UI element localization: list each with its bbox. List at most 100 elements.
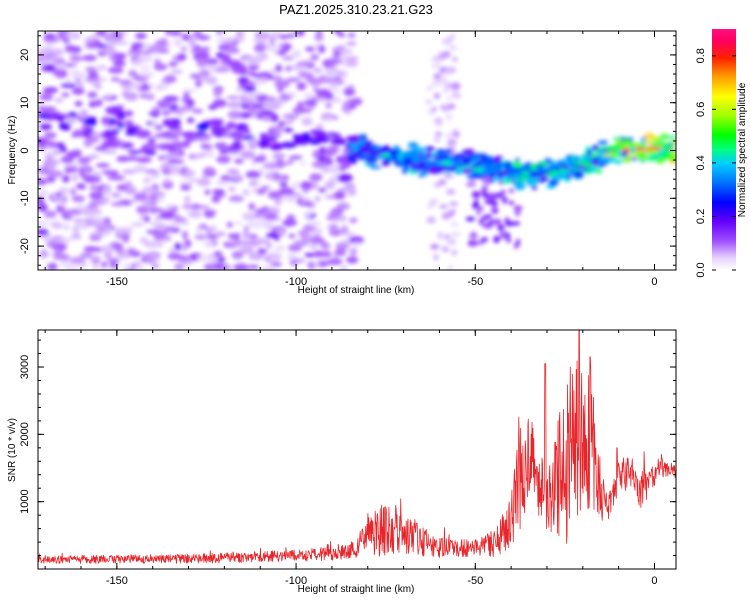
- spectrogram-cell: [282, 55, 294, 61]
- spectrogram-cell: [312, 96, 328, 101]
- spectrogram-cell: [265, 232, 280, 239]
- spectrogram-cell: [260, 266, 277, 270]
- spectrogram-y-axis-label: Frequency (Hz): [7, 116, 18, 185]
- spectrogram-cell: [487, 178, 496, 183]
- spectrogram-cell: [294, 192, 302, 198]
- spectrogram-y-tick-label: -20: [19, 238, 31, 254]
- spectrogram-cell: [163, 177, 171, 184]
- spectrogram-cell: [420, 165, 429, 172]
- spectrogram-cell: [146, 242, 161, 247]
- spectrogram-cell: [342, 101, 351, 106]
- spectrogram-cell: [670, 150, 676, 157]
- spectrogram-cell: [111, 192, 122, 198]
- spectrogram-cell: [326, 258, 343, 265]
- spectrogram-cell: [78, 110, 89, 119]
- spectrogram-cell: [247, 138, 261, 146]
- spectrogram-cell: [279, 34, 289, 40]
- spectrogram-cell: [643, 133, 655, 139]
- spectrogram-y-tick-label: -10: [19, 190, 31, 206]
- spectrogram-cell: [83, 163, 90, 172]
- spectrogram-cell: [495, 235, 500, 243]
- spectrogram-cell: [433, 136, 442, 143]
- spectrogram-cell: [240, 104, 250, 109]
- spectrogram-cell: [489, 166, 501, 172]
- spectrogram-cell: [43, 210, 57, 218]
- spectrogram-cell: [137, 53, 153, 63]
- spectrogram-cell: [318, 146, 327, 156]
- spectrogram-cell: [287, 159, 294, 165]
- spectrogram-cell: [237, 77, 250, 84]
- spectrogram-cell: [47, 263, 58, 270]
- spectrogram-cell: [205, 149, 215, 159]
- spectrogram-cell: [46, 141, 57, 147]
- spectrogram-cell: [157, 195, 165, 203]
- spectrogram-cell: [401, 169, 408, 174]
- spectrogram-cell: [279, 182, 288, 187]
- spectrogram-cell: [441, 161, 452, 165]
- spectrogram-cell: [180, 132, 193, 137]
- spectrogram-cell: [559, 158, 571, 165]
- spectrogram-cell: [192, 108, 204, 114]
- spectrogram-cell: [308, 78, 323, 86]
- spectrogram-cell: [372, 146, 381, 151]
- spectrogram-cell: [262, 99, 276, 109]
- spectrogram-cell: [69, 256, 86, 264]
- spectrogram-cell: [78, 172, 86, 177]
- spectrogram-cell: [89, 232, 104, 239]
- spectrogram-cell: [213, 251, 223, 257]
- spectrogram-cell: [125, 125, 139, 132]
- spectrogram-cell: [451, 82, 461, 91]
- spectrogram-cell: [91, 264, 101, 269]
- spectrogram-cell: [220, 175, 232, 182]
- spectrogram-cell: [146, 198, 157, 207]
- spectrogram-cell: [439, 204, 448, 209]
- spectrogram-cell: [83, 138, 93, 148]
- spectrogram-cell: [285, 77, 301, 83]
- spectrogram-cell: [447, 264, 453, 270]
- spectrogram-cell: [270, 68, 277, 75]
- spectrogram-cell: [39, 56, 48, 66]
- spectrogram-cell: [474, 199, 479, 206]
- spectrogram-cell: [124, 130, 138, 136]
- spectrogram-cell: [196, 135, 210, 142]
- spectrogram-cell: [38, 113, 51, 119]
- spectrogram-cell: [169, 227, 181, 233]
- spectrogram-cell: [477, 206, 484, 211]
- spectrogram-cell: [242, 212, 258, 221]
- spectrogram-cell: [232, 173, 244, 181]
- spectrogram-cell: [323, 155, 331, 163]
- spectrogram-cell: [101, 46, 117, 55]
- spectrogram-cell: [227, 110, 243, 120]
- spectrogram-cell: [446, 238, 457, 246]
- spectrogram-cell: [564, 177, 571, 183]
- spectrogram-cell: [446, 95, 452, 103]
- spectrogram-cell: [339, 265, 348, 270]
- spectrogram-cell: [531, 185, 538, 190]
- spectrogram-cell: [439, 154, 450, 160]
- spectrogram-cell: [138, 72, 155, 78]
- spectrogram-cell: [233, 263, 249, 270]
- spectrogram-cell: [312, 87, 320, 92]
- spectrogram-cell: [326, 145, 340, 154]
- spectrogram-cell: [235, 123, 249, 132]
- spectrogram-cell: [329, 209, 341, 219]
- spectrogram-cell: [353, 242, 361, 248]
- spectrogram-cell: [71, 87, 85, 95]
- spectrogram-cell: [218, 149, 230, 154]
- spectrogram-cell: [38, 228, 49, 236]
- spectrogram-cell: [520, 171, 531, 175]
- spectrogram-cell: [55, 192, 63, 198]
- spectrogram-cell: [333, 190, 346, 200]
- spectrogram-cell: [663, 152, 672, 158]
- spectrogram-cell: [508, 221, 513, 227]
- spectrogram-cell: [333, 51, 342, 57]
- spectrogram-x-ticks: -150 -100 -50 0: [44, 31, 658, 288]
- snr-x-tick-label: -50: [467, 575, 483, 587]
- spectrogram-cell: [597, 140, 609, 145]
- spectrogram-cell: [66, 166, 79, 173]
- spectrogram-cell: [57, 242, 67, 252]
- colorbar-tick-label: 0.8: [695, 48, 707, 63]
- spectrogram-cell: [71, 61, 79, 66]
- spectrogram-cell: [313, 196, 322, 202]
- spectrogram-cell: [174, 263, 185, 270]
